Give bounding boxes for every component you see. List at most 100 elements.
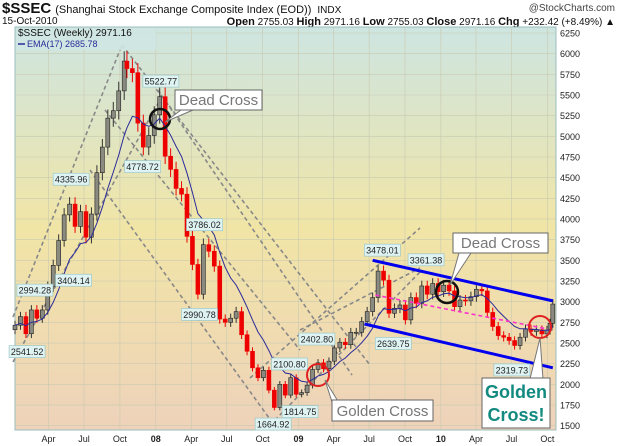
candle-body	[386, 279, 392, 314]
callout-text: Golden Cross	[337, 403, 429, 420]
candle	[337, 338, 343, 353]
x-tick-label: 09	[294, 434, 304, 444]
golden-cross-circle	[306, 363, 330, 387]
candle	[116, 81, 122, 120]
y-tick-label: 4000	[560, 215, 580, 225]
y-tick-label: 5750	[560, 70, 580, 80]
chg-label: Chg	[498, 16, 520, 28]
candle-body	[116, 90, 122, 112]
x-tick-label: Jul	[221, 434, 233, 444]
x-tick-label: Oct	[398, 434, 413, 444]
candle	[282, 381, 288, 399]
candle-body	[146, 135, 152, 148]
x-tick-label: Apr	[184, 434, 198, 444]
candle-body	[293, 377, 299, 395]
candle	[414, 292, 419, 309]
candle	[83, 204, 89, 244]
candle	[110, 101, 116, 127]
price-label-text: 3404.14	[57, 276, 90, 286]
callout-pointer	[164, 109, 194, 123]
candle-body	[83, 211, 89, 238]
candle	[56, 234, 61, 271]
candle-body	[217, 265, 223, 320]
low-label: Low	[362, 16, 385, 28]
price-label: 2990.78	[181, 308, 218, 321]
candle-body	[430, 283, 435, 295]
y-tick-label: 4250	[560, 194, 580, 204]
price-label-text: 2319.73	[496, 365, 529, 375]
candle-body	[56, 240, 61, 266]
price-label-box	[55, 273, 92, 287]
dead-cross-callout-1: Dead Cross	[164, 89, 263, 123]
price-label-box	[364, 243, 401, 257]
candle-body	[121, 60, 127, 92]
candle	[78, 204, 83, 233]
candle-body	[490, 312, 496, 327]
price-label-text: 5522.77	[145, 77, 178, 87]
guide-line	[249, 227, 421, 379]
candle	[506, 332, 512, 345]
price-label-box	[298, 332, 336, 346]
candle	[233, 306, 239, 323]
x-tick-label: Apr	[469, 434, 483, 444]
callout-box	[481, 377, 551, 429]
candle-body	[419, 285, 425, 304]
candle	[501, 331, 506, 342]
brand[interactable]: @StockCharts.com	[528, 3, 615, 14]
candle-body	[78, 211, 83, 227]
open-value: 2755.03	[257, 17, 294, 28]
candle-body	[39, 309, 45, 319]
candle	[18, 311, 23, 330]
guide-line	[157, 89, 353, 376]
candle	[105, 109, 111, 156]
price-label: 3361.38	[407, 253, 445, 267]
quote-summary: Open 2755.03 High 2971.16 Low 2755.03 Cl…	[227, 16, 615, 28]
candle	[512, 336, 517, 350]
candle	[315, 359, 321, 374]
symbol: $SSEC	[2, 0, 52, 17]
candle-body	[135, 72, 141, 124]
candle-body	[72, 203, 78, 227]
legend-ema: EMA(17) 2685.78	[27, 39, 98, 49]
price-label-text: 2994.28	[19, 286, 52, 296]
candle-body	[141, 122, 146, 148]
candle-body	[105, 117, 111, 148]
price-label: 2402.80	[298, 332, 336, 346]
candle-body	[50, 265, 56, 288]
candle-body	[343, 341, 348, 345]
candle	[430, 278, 435, 300]
golden-cross-callout-1: Golden Cross	[324, 379, 434, 422]
candle-body	[403, 304, 408, 321]
candle-body	[468, 296, 474, 302]
x-tick-label: 08	[151, 434, 161, 444]
x-tick-label: Oct	[540, 434, 555, 444]
x-tick-label: Apr	[42, 434, 56, 444]
candle	[195, 258, 201, 300]
price-label-text: 1814.75	[284, 407, 317, 417]
price-label-text: 2990.78	[183, 310, 216, 320]
low-value: 2755.03	[387, 17, 424, 28]
price-label-text: 3478.01	[366, 246, 399, 256]
callout-box	[174, 89, 263, 111]
candle	[304, 381, 310, 396]
callout-text: Dead Cross	[461, 235, 540, 252]
candle-body	[94, 172, 100, 215]
candle-body	[211, 250, 217, 267]
price-label-text: 2639.75	[377, 339, 410, 349]
candle	[419, 280, 425, 309]
price-label: 2994.28	[16, 283, 54, 297]
y-tick-label: 6000	[560, 49, 580, 59]
y-tick-label: 3500	[560, 256, 580, 266]
candle	[266, 366, 272, 394]
y-tick-label: 5500	[560, 91, 580, 101]
y-tick-label: 6250	[560, 29, 580, 39]
candle-body	[277, 384, 283, 408]
guide-line	[89, 169, 273, 423]
x-tick-label: Oct	[256, 434, 271, 444]
candle	[130, 58, 135, 83]
x-tick-label: Jul	[78, 434, 90, 444]
candle	[184, 187, 190, 243]
candle	[135, 63, 141, 132]
price-label: 4335.96	[52, 172, 90, 186]
candle-body	[424, 285, 430, 295]
